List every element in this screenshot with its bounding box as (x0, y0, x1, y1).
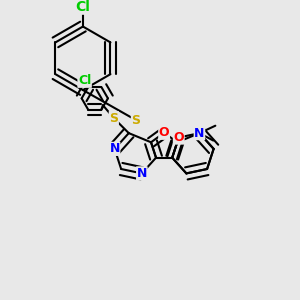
Text: N: N (194, 127, 205, 140)
Text: O: O (173, 131, 184, 144)
Text: N: N (137, 167, 147, 180)
Text: Cl: Cl (78, 74, 91, 87)
Text: N: N (110, 142, 120, 155)
Text: Cl: Cl (76, 0, 90, 14)
Text: S: S (131, 114, 140, 127)
Text: O: O (159, 126, 170, 139)
Text: S: S (109, 112, 118, 124)
